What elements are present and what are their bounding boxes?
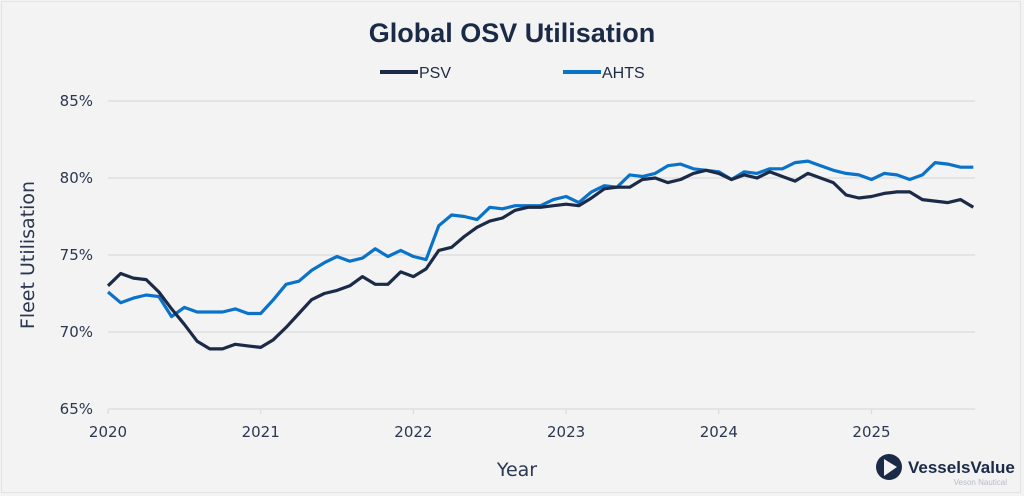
legend-label-psv: PSV	[419, 65, 451, 82]
x-tick-label: 2024	[700, 423, 738, 441]
chart-title: Global OSV Utilisation	[369, 18, 656, 48]
legend: PSV AHTS	[380, 65, 645, 82]
series-line-ahts	[106, 159, 974, 319]
x-tick-label: 2021	[242, 423, 280, 441]
y-tick-label: 65%	[60, 400, 93, 418]
x-axis-ticks: 2020 2021 2022 2023 2024 2025	[89, 409, 891, 441]
x-tick-label: 2025	[852, 423, 890, 441]
x-axis-title: Year	[496, 459, 537, 481]
y-axis-ticks: 65% 70% 75% 80% 85%	[60, 92, 93, 418]
series-line-psv	[106, 168, 975, 351]
y-tick-label: 85%	[60, 92, 93, 110]
legend-label-ahts: AHTS	[602, 65, 645, 82]
x-tick-label: 2022	[394, 423, 432, 441]
y-tick-label: 70%	[60, 323, 93, 341]
y-tick-label: 80%	[60, 169, 93, 187]
series-lines	[106, 159, 975, 351]
logo-triangle-icon	[884, 459, 897, 476]
x-tick-label: 2023	[547, 423, 585, 441]
y-axis-title: Fleet Utilisation	[17, 181, 39, 329]
logo-subtitle: Veson Nautical	[954, 478, 1008, 487]
y-tick-label: 75%	[60, 246, 93, 264]
gridlines	[108, 100, 975, 410]
logo-name: VesselsValue	[908, 458, 1015, 477]
vesselsvalue-logo: VesselsValue Veson Nautical	[876, 454, 1015, 487]
x-tick-label: 2020	[89, 423, 127, 441]
